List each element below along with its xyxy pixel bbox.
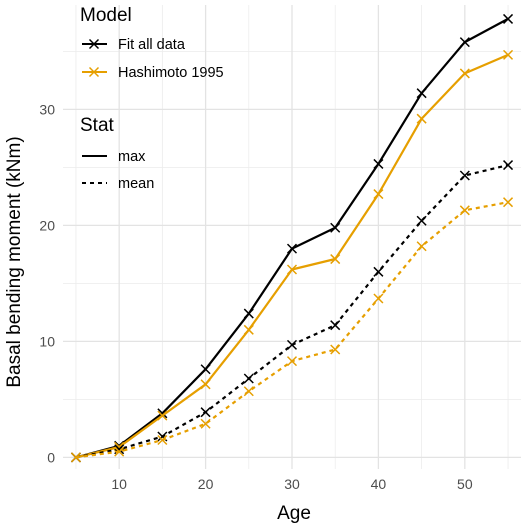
data-point-fit-all-data-mean xyxy=(373,266,384,277)
data-point-fit-all-data-max xyxy=(330,222,341,233)
data-point-hashimoto-1995-max xyxy=(200,379,211,390)
data-point-fit-all-data-max xyxy=(503,13,514,24)
data-point-fit-all-data-mean xyxy=(200,407,211,418)
x-tick-label: 40 xyxy=(371,476,387,492)
legend-x-marker-icon xyxy=(88,38,100,50)
data-point-hashimoto-1995-mean xyxy=(459,205,470,216)
legend-title-stat: Stat xyxy=(80,115,115,136)
data-point-fit-all-data-max xyxy=(373,158,384,169)
data-point-hashimoto-1995-max xyxy=(416,113,427,124)
data-point-hashimoto-1995-max xyxy=(157,410,168,421)
data-point-hashimoto-1995-max xyxy=(459,68,470,79)
data-point-hashimoto-1995-mean xyxy=(330,344,341,355)
data-point-hashimoto-1995-max xyxy=(286,264,298,275)
y-tick-label: 10 xyxy=(39,333,55,349)
legend: Model Fit all data Hashimoto 1995 Stat m… xyxy=(80,5,224,192)
legend-label-hashimoto: Hashimoto 1995 xyxy=(118,65,224,81)
legend-title-model: Model xyxy=(80,5,132,26)
data-point-fit-all-data-mean xyxy=(243,373,254,384)
major-gridlines xyxy=(63,5,521,469)
data-point-fit-all-data-mean xyxy=(416,215,427,226)
data-point-hashimoto-1995-mean xyxy=(373,293,384,304)
data-point-hashimoto-1995-max xyxy=(373,189,384,200)
legend-label-max: max xyxy=(118,149,146,165)
data-point-fit-all-data-max xyxy=(286,243,298,254)
x-tick-label: 30 xyxy=(284,476,300,492)
data-point-hashimoto-1995-mean xyxy=(157,434,168,446)
x-tick-label: 10 xyxy=(111,476,127,492)
data-point-hashimoto-1995-mean xyxy=(503,197,514,208)
data-point-hashimoto-1995-max xyxy=(330,254,341,265)
y-tick-label: 0 xyxy=(47,449,55,465)
legend-x-marker-icon xyxy=(88,66,100,78)
data-point-fit-all-data-max xyxy=(200,364,211,375)
series-layer xyxy=(70,13,514,463)
data-point-hashimoto-1995-mean xyxy=(114,446,125,457)
y-tick-label: 30 xyxy=(39,101,55,117)
data-point-fit-all-data-max xyxy=(243,308,254,319)
x-tick-label: 20 xyxy=(198,476,214,492)
data-point-fit-all-data-mean xyxy=(330,320,341,331)
legend-label-mean: mean xyxy=(118,176,154,192)
data-point-fit-all-data-mean xyxy=(286,339,298,350)
data-point-hashimoto-1995-mean xyxy=(286,356,298,367)
tick-labels: 10 20 30 40 50 0 10 20 30 xyxy=(39,101,472,492)
data-point-fit-all-data-max xyxy=(157,408,168,419)
x-tick-label: 50 xyxy=(457,476,473,492)
data-point-hashimoto-1995-mean xyxy=(200,418,211,429)
y-axis-title: Basal bending moment (kNm) xyxy=(4,136,25,387)
data-point-fit-all-data-mean xyxy=(503,160,514,171)
data-point-hashimoto-1995-mean xyxy=(70,452,81,463)
legend-label-fit: Fit all data xyxy=(118,37,186,53)
x-axis-title: Age xyxy=(277,503,311,524)
data-point-hashimoto-1995-max xyxy=(503,49,514,60)
data-point-fit-all-data-max xyxy=(459,37,470,48)
data-point-fit-all-data-max xyxy=(416,88,427,99)
data-point-hashimoto-1995-mean xyxy=(243,386,254,397)
data-point-fit-all-data-mean xyxy=(459,170,470,181)
data-point-hashimoto-1995-max xyxy=(243,324,254,335)
data-point-hashimoto-1995-mean xyxy=(416,241,427,252)
y-tick-label: 20 xyxy=(39,217,55,233)
